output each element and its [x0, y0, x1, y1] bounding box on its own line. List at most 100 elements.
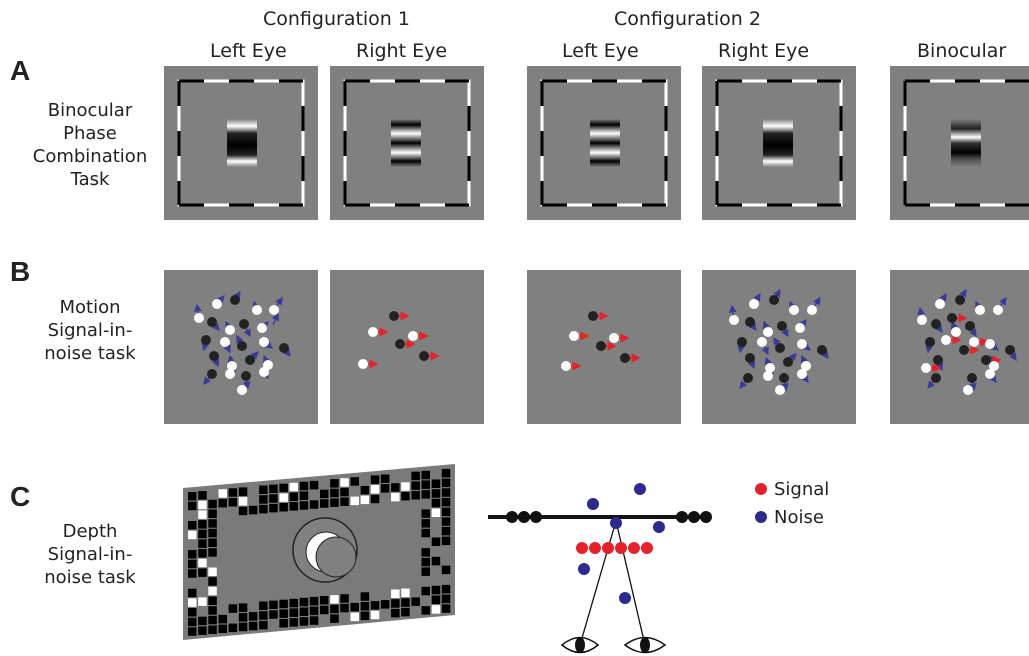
board-dot [411, 471, 420, 481]
panel-letter-a: A [10, 55, 31, 86]
board-dot [330, 488, 339, 498]
board-dot [198, 597, 207, 606]
board-dot [208, 577, 217, 586]
row-a-panels [164, 66, 1029, 220]
board-dot [289, 618, 298, 627]
board-dot [188, 530, 197, 540]
board-dot [421, 557, 430, 567]
board-dot [269, 610, 278, 619]
board-dot [320, 499, 329, 508]
board-dot [431, 489, 441, 498]
board-dot [198, 510, 207, 519]
board-dot [289, 502, 298, 511]
board-dot [320, 489, 329, 499]
board-dot [380, 600, 390, 609]
c2-right-eye-header: Right Eye [718, 40, 810, 62]
legend-noise-dot [755, 511, 767, 523]
board-dot [238, 487, 248, 496]
row-b-panels [164, 270, 1029, 424]
board-dot [248, 612, 258, 621]
c1-right-eye-header: Right Eye [356, 40, 448, 62]
board-dot [279, 483, 288, 493]
binocular-header: Binocular [917, 40, 1007, 62]
board-dot [401, 598, 410, 607]
motion-panel-c1-right [330, 270, 484, 424]
phase-panel-binocular [890, 66, 1029, 220]
legend-noise-label: Noise [774, 507, 824, 528]
board-dot [360, 495, 370, 505]
board-dot [441, 488, 451, 497]
board-dot [309, 596, 319, 606]
board-dot [218, 489, 227, 498]
board-dot [340, 487, 349, 497]
board-dot [330, 498, 339, 507]
board-dot [350, 496, 359, 506]
board-dot [269, 600, 278, 610]
board-dot [188, 588, 197, 598]
board-dot [421, 490, 430, 499]
board-dot [198, 529, 207, 539]
board-dot [238, 497, 248, 506]
board-dot [360, 592, 370, 601]
board-dot [431, 605, 441, 614]
board-dot [279, 619, 288, 628]
board-dot [421, 606, 430, 615]
legend-signal-dot [755, 483, 767, 495]
board-dot [421, 528, 430, 538]
board-dot [299, 501, 309, 510]
board-dot [421, 509, 430, 518]
board-dot [208, 596, 217, 605]
board-dot [370, 494, 380, 504]
board-dot [299, 607, 309, 616]
board-dot [350, 602, 359, 612]
board-dot [299, 597, 309, 607]
board-dot [401, 482, 410, 491]
panel-letter-c: C [10, 481, 31, 512]
c2-left-eye-header: Left Eye [562, 40, 639, 62]
board-dot [289, 492, 298, 501]
board-dot [340, 478, 349, 487]
board-dot [441, 526, 451, 536]
board-dot [188, 617, 197, 627]
board-dot [218, 624, 227, 634]
board-dot [198, 520, 207, 529]
board-dot [259, 485, 268, 494]
motion-panel-c1-left [164, 270, 318, 424]
board-dot [188, 550, 197, 559]
board-dot [208, 615, 217, 625]
board-dot [421, 586, 430, 596]
board-dot [401, 491, 410, 501]
board-dot [188, 501, 197, 511]
board-dot [441, 478, 451, 488]
board-dot [421, 519, 430, 528]
board-dot [259, 495, 268, 504]
board-dot [208, 586, 217, 596]
board-dot [218, 498, 227, 508]
board-dot [238, 622, 248, 632]
board-dot [259, 611, 268, 620]
board-dot [391, 483, 400, 492]
board-dot [279, 599, 288, 609]
board-dot [330, 604, 339, 614]
row-a-label: Binocular Phase Combination Task [32, 100, 148, 190]
board-dot [218, 614, 227, 624]
board-dot [289, 608, 298, 617]
board-dot [198, 491, 207, 500]
board-dot [208, 528, 217, 538]
motion-panel-binocular [890, 270, 1029, 424]
board-dot [198, 549, 207, 558]
board-dot [188, 627, 197, 636]
right-eye-icon [623, 636, 667, 654]
board-dot [431, 595, 441, 604]
board-dot [441, 604, 451, 613]
phase-panel-c1-left [164, 66, 318, 220]
board-dot [228, 623, 238, 633]
motion-panel-c2-right [702, 270, 856, 424]
board-dot [279, 503, 288, 512]
board-dot [370, 475, 380, 484]
board-dot [299, 481, 309, 491]
board-dot [228, 488, 238, 497]
board-dot [320, 605, 329, 615]
board-dot [441, 468, 451, 478]
